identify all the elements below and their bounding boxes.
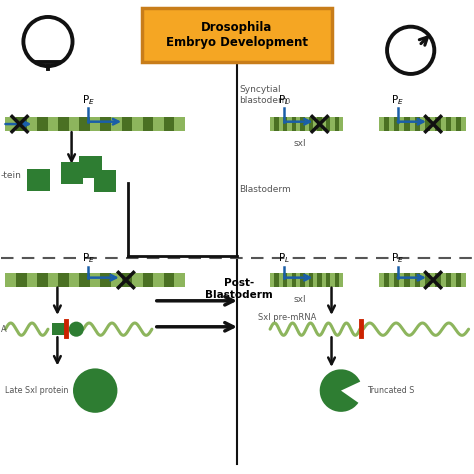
- Text: Syncytial
blastoderm: Syncytial blastoderm: [239, 85, 291, 105]
- Bar: [318, 118, 322, 131]
- Bar: [456, 273, 461, 287]
- Bar: [122, 273, 132, 287]
- Bar: [274, 118, 279, 131]
- Bar: [425, 273, 430, 287]
- Text: P$_L$: P$_L$: [278, 252, 290, 265]
- Bar: [58, 273, 69, 287]
- Bar: [404, 118, 410, 131]
- Text: Blastoderm: Blastoderm: [239, 185, 291, 194]
- Wedge shape: [319, 369, 360, 412]
- Bar: [394, 273, 400, 287]
- Bar: [100, 118, 111, 131]
- Circle shape: [73, 368, 118, 413]
- Bar: [16, 118, 27, 131]
- Bar: [292, 273, 296, 287]
- Bar: [164, 118, 174, 131]
- Text: P$_E$: P$_E$: [391, 252, 404, 265]
- Bar: [415, 273, 420, 287]
- Bar: [79, 118, 90, 131]
- Bar: [122, 118, 132, 131]
- Bar: [326, 118, 330, 131]
- Bar: [384, 273, 389, 287]
- Circle shape: [69, 321, 84, 337]
- Bar: [292, 118, 296, 131]
- Bar: [326, 273, 330, 287]
- Bar: [309, 273, 313, 287]
- Bar: [100, 273, 111, 287]
- Bar: [435, 273, 440, 287]
- Bar: [379, 273, 466, 287]
- Bar: [456, 118, 461, 131]
- Bar: [415, 118, 420, 131]
- Bar: [318, 273, 322, 287]
- Bar: [79, 273, 90, 287]
- Bar: [394, 118, 400, 131]
- Text: Late Sxl protein: Late Sxl protein: [5, 386, 69, 395]
- Text: Post-
Blastoderm: Post- Blastoderm: [206, 278, 273, 300]
- Bar: [283, 273, 287, 287]
- Bar: [5, 273, 185, 287]
- Bar: [143, 118, 153, 131]
- Bar: [435, 118, 440, 131]
- Text: Drosophila
Embryo Development: Drosophila Embryo Development: [166, 21, 308, 49]
- Bar: [52, 322, 66, 335]
- Text: sxl: sxl: [294, 295, 306, 304]
- Text: sxl: sxl: [294, 139, 306, 148]
- Bar: [274, 273, 279, 287]
- Bar: [379, 118, 466, 131]
- Bar: [58, 118, 69, 131]
- Bar: [164, 273, 174, 287]
- Bar: [5, 118, 185, 131]
- Text: Sxl pre-mRNA: Sxl pre-mRNA: [258, 313, 317, 322]
- FancyBboxPatch shape: [143, 8, 331, 62]
- Text: -tein: -tein: [0, 171, 22, 180]
- Bar: [446, 273, 451, 287]
- Bar: [335, 118, 339, 131]
- Bar: [425, 118, 430, 131]
- Bar: [283, 118, 287, 131]
- Text: A: A: [0, 325, 7, 334]
- Bar: [335, 273, 339, 287]
- Bar: [300, 118, 305, 131]
- Bar: [384, 118, 389, 131]
- Bar: [446, 118, 451, 131]
- Bar: [404, 273, 410, 287]
- Bar: [309, 118, 313, 131]
- Bar: [16, 273, 27, 287]
- Text: P$_E$: P$_E$: [82, 93, 95, 107]
- Bar: [37, 273, 48, 287]
- Text: P$_E$: P$_E$: [391, 93, 404, 107]
- Bar: [143, 273, 153, 287]
- Bar: [270, 118, 343, 131]
- Bar: [37, 118, 48, 131]
- Bar: [270, 273, 343, 287]
- Bar: [300, 273, 305, 287]
- Text: P$_E$: P$_E$: [82, 252, 95, 265]
- Text: Truncated S: Truncated S: [367, 386, 414, 395]
- Text: P$_L$: P$_L$: [278, 93, 290, 107]
